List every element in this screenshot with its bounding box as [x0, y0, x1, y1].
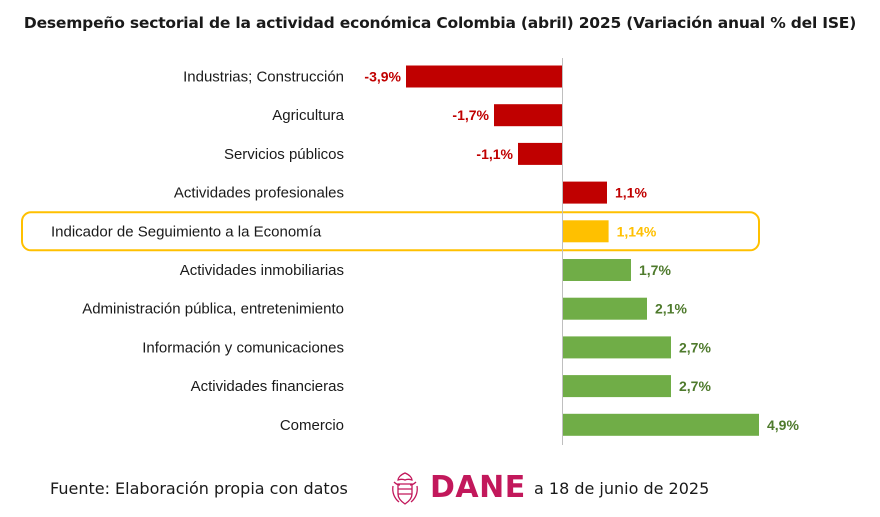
coat-of-arms-icon [392, 472, 418, 505]
value-label: 1,14% [617, 223, 657, 239]
category-label: Comercio [280, 417, 344, 434]
value-label: 2,7% [679, 378, 711, 394]
bar-6 [563, 259, 631, 281]
highlight-box [21, 211, 760, 252]
category-label: Actividades profesionales [174, 185, 344, 202]
bar-10 [563, 413, 759, 436]
category-label: Administración pública, entretenimiento [82, 301, 344, 318]
bar-5 [563, 220, 609, 243]
dane-logo-text: DANE [430, 470, 526, 505]
value-label: 2,1% [655, 301, 687, 317]
footer: Fuente: Elaboración propia con datos DAN… [0, 468, 880, 508]
category-label: Información y comunicaciones [142, 339, 344, 356]
value-label: -1,7% [452, 107, 489, 123]
category-label: Indicador de Seguimiento a la Economía [51, 223, 322, 240]
value-label: -1,1% [476, 146, 513, 162]
category-label: Industrias; Construcción [183, 69, 344, 86]
value-label: 1,7% [639, 262, 671, 278]
bar-chart: Industrias; Construcción Agricultura Servi… [21, 58, 799, 445]
category-label: Servicios públicos [224, 146, 344, 163]
source-note: Fuente: Elaboración propia con datos [50, 479, 348, 498]
bar-3 [518, 142, 562, 165]
value-label: 1,1% [615, 185, 647, 201]
value-label: -3,9% [364, 69, 401, 85]
date-note: a 18 de junio de 2025 [534, 479, 710, 498]
category-label: Agricultura [272, 107, 344, 124]
bar-2 [494, 104, 562, 127]
category-label: Actividades financieras [191, 378, 344, 395]
bar-1 [406, 65, 562, 88]
chart-title: Desempeño sectorial de la actividad econ… [23, 14, 857, 32]
value-label: 2,7% [679, 339, 711, 355]
dane-logo: DANE [386, 470, 525, 506]
category-label: Actividades inmobiliarias [180, 262, 344, 279]
value-label: 4,9% [767, 417, 799, 433]
bar-7 [563, 297, 647, 320]
bar-4 [563, 181, 607, 204]
bar-9 [563, 375, 671, 398]
bar-8 [563, 336, 671, 359]
